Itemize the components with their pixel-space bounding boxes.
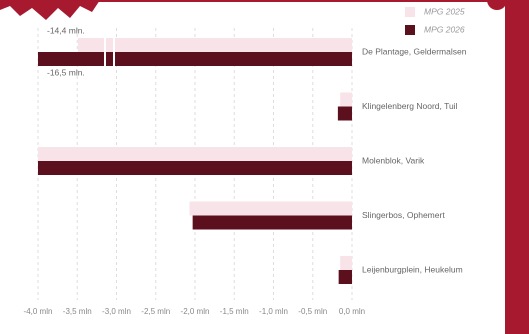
- x-tick-label: -0,5 mln: [298, 307, 327, 316]
- decoration: [487, 0, 507, 10]
- decoration: [0, 0, 100, 20]
- frame-right: [505, 0, 529, 334]
- category-label: Klingelenberg Noord, Tuil: [362, 101, 458, 111]
- bar: [340, 92, 352, 107]
- bar: [77, 38, 353, 52]
- bar: [338, 270, 352, 284]
- data-label: -14,4 mln.: [47, 25, 85, 35]
- x-tick-label: -2,5 mln: [141, 307, 170, 316]
- bar: [38, 52, 352, 66]
- axis-break: [104, 35, 106, 69]
- bar: [337, 106, 352, 121]
- category-label: De Plantage, Geldermalsen: [362, 46, 467, 56]
- x-tick-label: -2,0 mln: [181, 307, 210, 316]
- category-label: Molenblok, Varik: [362, 155, 425, 165]
- legend-swatch: [405, 25, 415, 35]
- bar: [189, 201, 352, 216]
- x-tick-label: -1,0 mln: [259, 307, 288, 316]
- x-tick-label: -4,0 mln: [24, 307, 53, 316]
- category-label: Leijenburgplein, Heukelum: [362, 264, 463, 274]
- bar: [340, 256, 352, 270]
- x-tick-label: 0,0 mln: [339, 307, 365, 316]
- bar: [38, 161, 352, 175]
- x-tick-label: -3,0 mln: [102, 307, 131, 316]
- plot: -4,0 mln -3,5 mln -3,0 mln -2,5 mln -2,0 mln…: [24, 6, 467, 316]
- data-label: -16,5 mln.: [47, 67, 85, 77]
- x-tick-label: -1,5 mln: [220, 307, 249, 316]
- legend-swatch: [405, 7, 415, 17]
- legend-label: MPG 2026: [424, 24, 465, 34]
- frame-top: [0, 0, 529, 2]
- bar: [192, 215, 352, 230]
- bar: [38, 147, 352, 161]
- legend-label: MPG 2025: [424, 6, 465, 16]
- axis-break: [113, 35, 115, 69]
- x-tick-label: -3,5 mln: [63, 307, 92, 316]
- category-label: Slingerbos, Ophemert: [362, 210, 445, 220]
